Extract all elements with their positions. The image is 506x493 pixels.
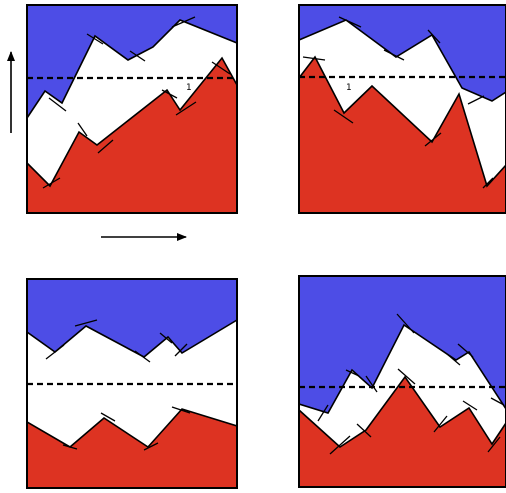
bottom-region (27, 58, 237, 213)
upper-boundary (299, 323, 506, 414)
panel-bottom-right-frame (298, 275, 506, 488)
lower-boundary (299, 55, 506, 188)
panel-bottom-right (299, 276, 506, 487)
lower-boundary (27, 56, 237, 188)
lower-boundary (299, 375, 506, 449)
bottom-region (27, 409, 237, 488)
bottom-region (299, 377, 506, 487)
panel-bottom-left-frame (26, 278, 238, 489)
crossing-ticks (42, 16, 231, 189)
crossing-ticks (317, 313, 505, 455)
marker-label: 1 (346, 83, 352, 93)
panel-top-left: 1 (27, 5, 237, 213)
panel-top-left-frame (26, 4, 238, 214)
upper-boundary (27, 19, 237, 119)
panel-top-right: 1 (299, 5, 506, 213)
panel-top-right-frame (298, 4, 506, 214)
crossing-ticks (45, 319, 191, 451)
marker-label: 1 (186, 83, 192, 93)
lower-boundary (27, 408, 237, 449)
crossing-ticks (302, 16, 494, 189)
panel-bottom-left (27, 279, 237, 488)
bottom-region (299, 57, 506, 213)
